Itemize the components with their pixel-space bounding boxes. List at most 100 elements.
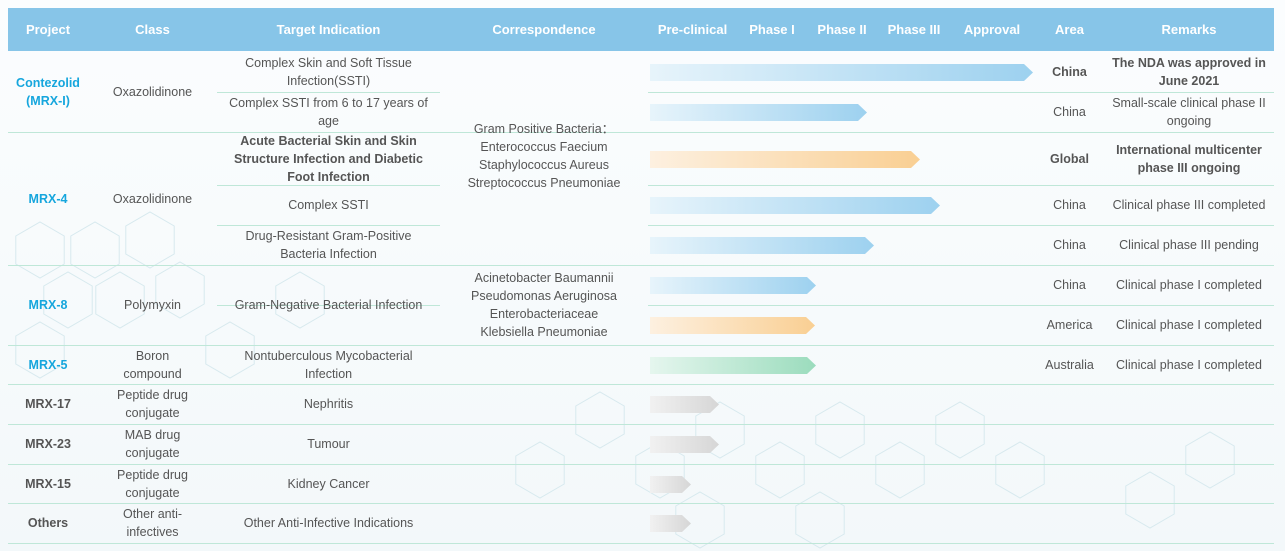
target-indication: Complex SSTI from 6 to 17 years of age bbox=[229, 96, 428, 128]
progress-bar bbox=[650, 197, 940, 214]
hexagon-decoration bbox=[43, 271, 93, 329]
remark-text: Clinical phase I completed bbox=[1116, 278, 1262, 292]
hexagon-decoration bbox=[635, 441, 685, 499]
hexagon-decoration bbox=[70, 221, 120, 279]
project-name: MRX-17 bbox=[25, 397, 71, 411]
hexagon-decoration bbox=[1125, 471, 1175, 529]
project-class: Boron compound bbox=[123, 348, 182, 381]
remark-text: Clinical phase I completed bbox=[1116, 357, 1262, 372]
progress-bar bbox=[650, 151, 920, 168]
area-label: China bbox=[1053, 105, 1086, 119]
header-phase-iii: Phase III bbox=[887, 22, 941, 37]
project-class: MAB drug conjugate bbox=[124, 428, 181, 460]
header-phase-ii: Phase II bbox=[817, 22, 867, 37]
row-divider bbox=[8, 503, 1274, 504]
progress-bar bbox=[650, 104, 867, 121]
row-divider bbox=[217, 185, 440, 186]
remark-text: The NDA was approved in June 2021 bbox=[1112, 56, 1266, 88]
hexagon-decoration bbox=[125, 211, 175, 269]
table-header: Project Class Target Indication Corresponde… bbox=[8, 8, 1274, 51]
target-indication: Gram-Negative Bacterial Infection bbox=[234, 298, 423, 312]
area-label: China bbox=[1053, 238, 1086, 252]
progress-bar bbox=[650, 436, 719, 453]
row-divider bbox=[217, 225, 440, 226]
target-indication: Kidney Cancer bbox=[287, 476, 370, 491]
remark-text: Small-scale clinical phase II ongoing bbox=[1112, 96, 1266, 128]
progress-bar bbox=[650, 277, 816, 294]
project-name: Contezolid (MRX-I) bbox=[16, 76, 80, 108]
row-divider bbox=[8, 132, 1274, 133]
target-indication: Tumour bbox=[307, 437, 350, 451]
progress-bar bbox=[650, 317, 815, 334]
remark-text: Clinical phase III completed bbox=[1112, 198, 1266, 212]
correspondence-text: Acinetobacter Baumannii Pseudomonas Aeru… bbox=[471, 271, 617, 339]
target-indication: Nontuberculous Mycobacterial Infection bbox=[244, 348, 413, 381]
hexagon-decoration bbox=[15, 221, 65, 279]
area-label: America bbox=[1046, 318, 1093, 332]
target-indication: Complex Skin and Soft Tissue Infection(S… bbox=[245, 56, 412, 88]
header-approval: Approval bbox=[963, 22, 1021, 37]
progress-bar bbox=[650, 64, 1033, 81]
remark-text: Clinical phase I completed bbox=[1116, 318, 1262, 332]
row-divider bbox=[648, 305, 1274, 306]
hexagon-decoration bbox=[935, 401, 985, 459]
target-indication: Acute Bacterial Skin and Skin Structure … bbox=[234, 133, 423, 184]
hexagon-decoration bbox=[15, 321, 65, 379]
hexagon-decoration bbox=[575, 391, 625, 449]
row-divider bbox=[217, 305, 440, 306]
project-class: Oxazolidinone bbox=[112, 85, 193, 99]
row-divider bbox=[648, 92, 1274, 93]
project-class: Peptide drug conjugate bbox=[117, 467, 188, 500]
row-divider bbox=[648, 185, 1274, 186]
row-divider bbox=[8, 265, 1274, 266]
header-pre-clinical: Pre-clinical bbox=[657, 22, 728, 37]
project-name: MRX-8 bbox=[28, 298, 68, 312]
row-divider bbox=[8, 345, 1274, 346]
hexagon-decoration bbox=[1185, 431, 1235, 489]
project-name: Others bbox=[27, 516, 69, 530]
header-class: Class bbox=[135, 22, 170, 37]
project-name: MRX-15 bbox=[25, 476, 71, 491]
progress-bar bbox=[650, 396, 719, 413]
progress-bar bbox=[650, 476, 691, 493]
hexagon-decoration bbox=[205, 321, 255, 379]
project-class: Polymyxin bbox=[124, 298, 181, 312]
hexagon-decoration bbox=[995, 441, 1045, 499]
header-phase-i: Phase I bbox=[749, 22, 795, 37]
hexagon-decoration bbox=[95, 271, 145, 329]
target-indication: Other Anti-Infective Indications bbox=[243, 516, 414, 530]
hexagon-decoration bbox=[875, 441, 925, 499]
progress-bar bbox=[650, 357, 816, 374]
hexagon-decoration bbox=[795, 491, 845, 549]
row-divider bbox=[8, 543, 1274, 544]
hexagon-decoration bbox=[515, 441, 565, 499]
row-divider bbox=[8, 384, 1274, 385]
remark-text: Clinical phase III pending bbox=[1119, 238, 1259, 252]
row-divider bbox=[217, 92, 440, 93]
header-remarks: Remarks bbox=[1161, 22, 1217, 37]
header-area: Area bbox=[1055, 22, 1084, 37]
hexagon-decoration bbox=[815, 401, 865, 459]
area-label: Global bbox=[1050, 151, 1089, 166]
hexagon-decoration bbox=[155, 261, 205, 319]
area-label: China bbox=[1053, 198, 1086, 212]
project-name: MRX-23 bbox=[25, 437, 71, 451]
project-class: Peptide drug conjugate bbox=[117, 388, 188, 420]
hexagon-decoration bbox=[675, 491, 725, 549]
target-indication: Drug-Resistant Gram-Positive Bacteria In… bbox=[245, 229, 412, 261]
hexagon-decoration bbox=[695, 401, 745, 459]
project-name: MRX-5 bbox=[28, 357, 68, 372]
project-class: Oxazolidinone bbox=[112, 191, 193, 206]
target-indication: Nephritis bbox=[303, 397, 354, 411]
header-correspondence: Correspondence bbox=[492, 22, 596, 37]
header-project: Project bbox=[25, 22, 71, 37]
target-indication: Complex SSTI bbox=[288, 198, 369, 212]
project-name: MRX-4 bbox=[28, 191, 68, 206]
area-label: China bbox=[1052, 65, 1087, 79]
hexagon-decoration bbox=[755, 441, 805, 499]
area-label: Australia bbox=[1045, 357, 1094, 372]
hexagon-decoration bbox=[275, 271, 325, 329]
progress-bar bbox=[650, 515, 691, 532]
correspondence-text: Gram Positive Bacteria： Enterococcus Fae… bbox=[467, 122, 621, 190]
